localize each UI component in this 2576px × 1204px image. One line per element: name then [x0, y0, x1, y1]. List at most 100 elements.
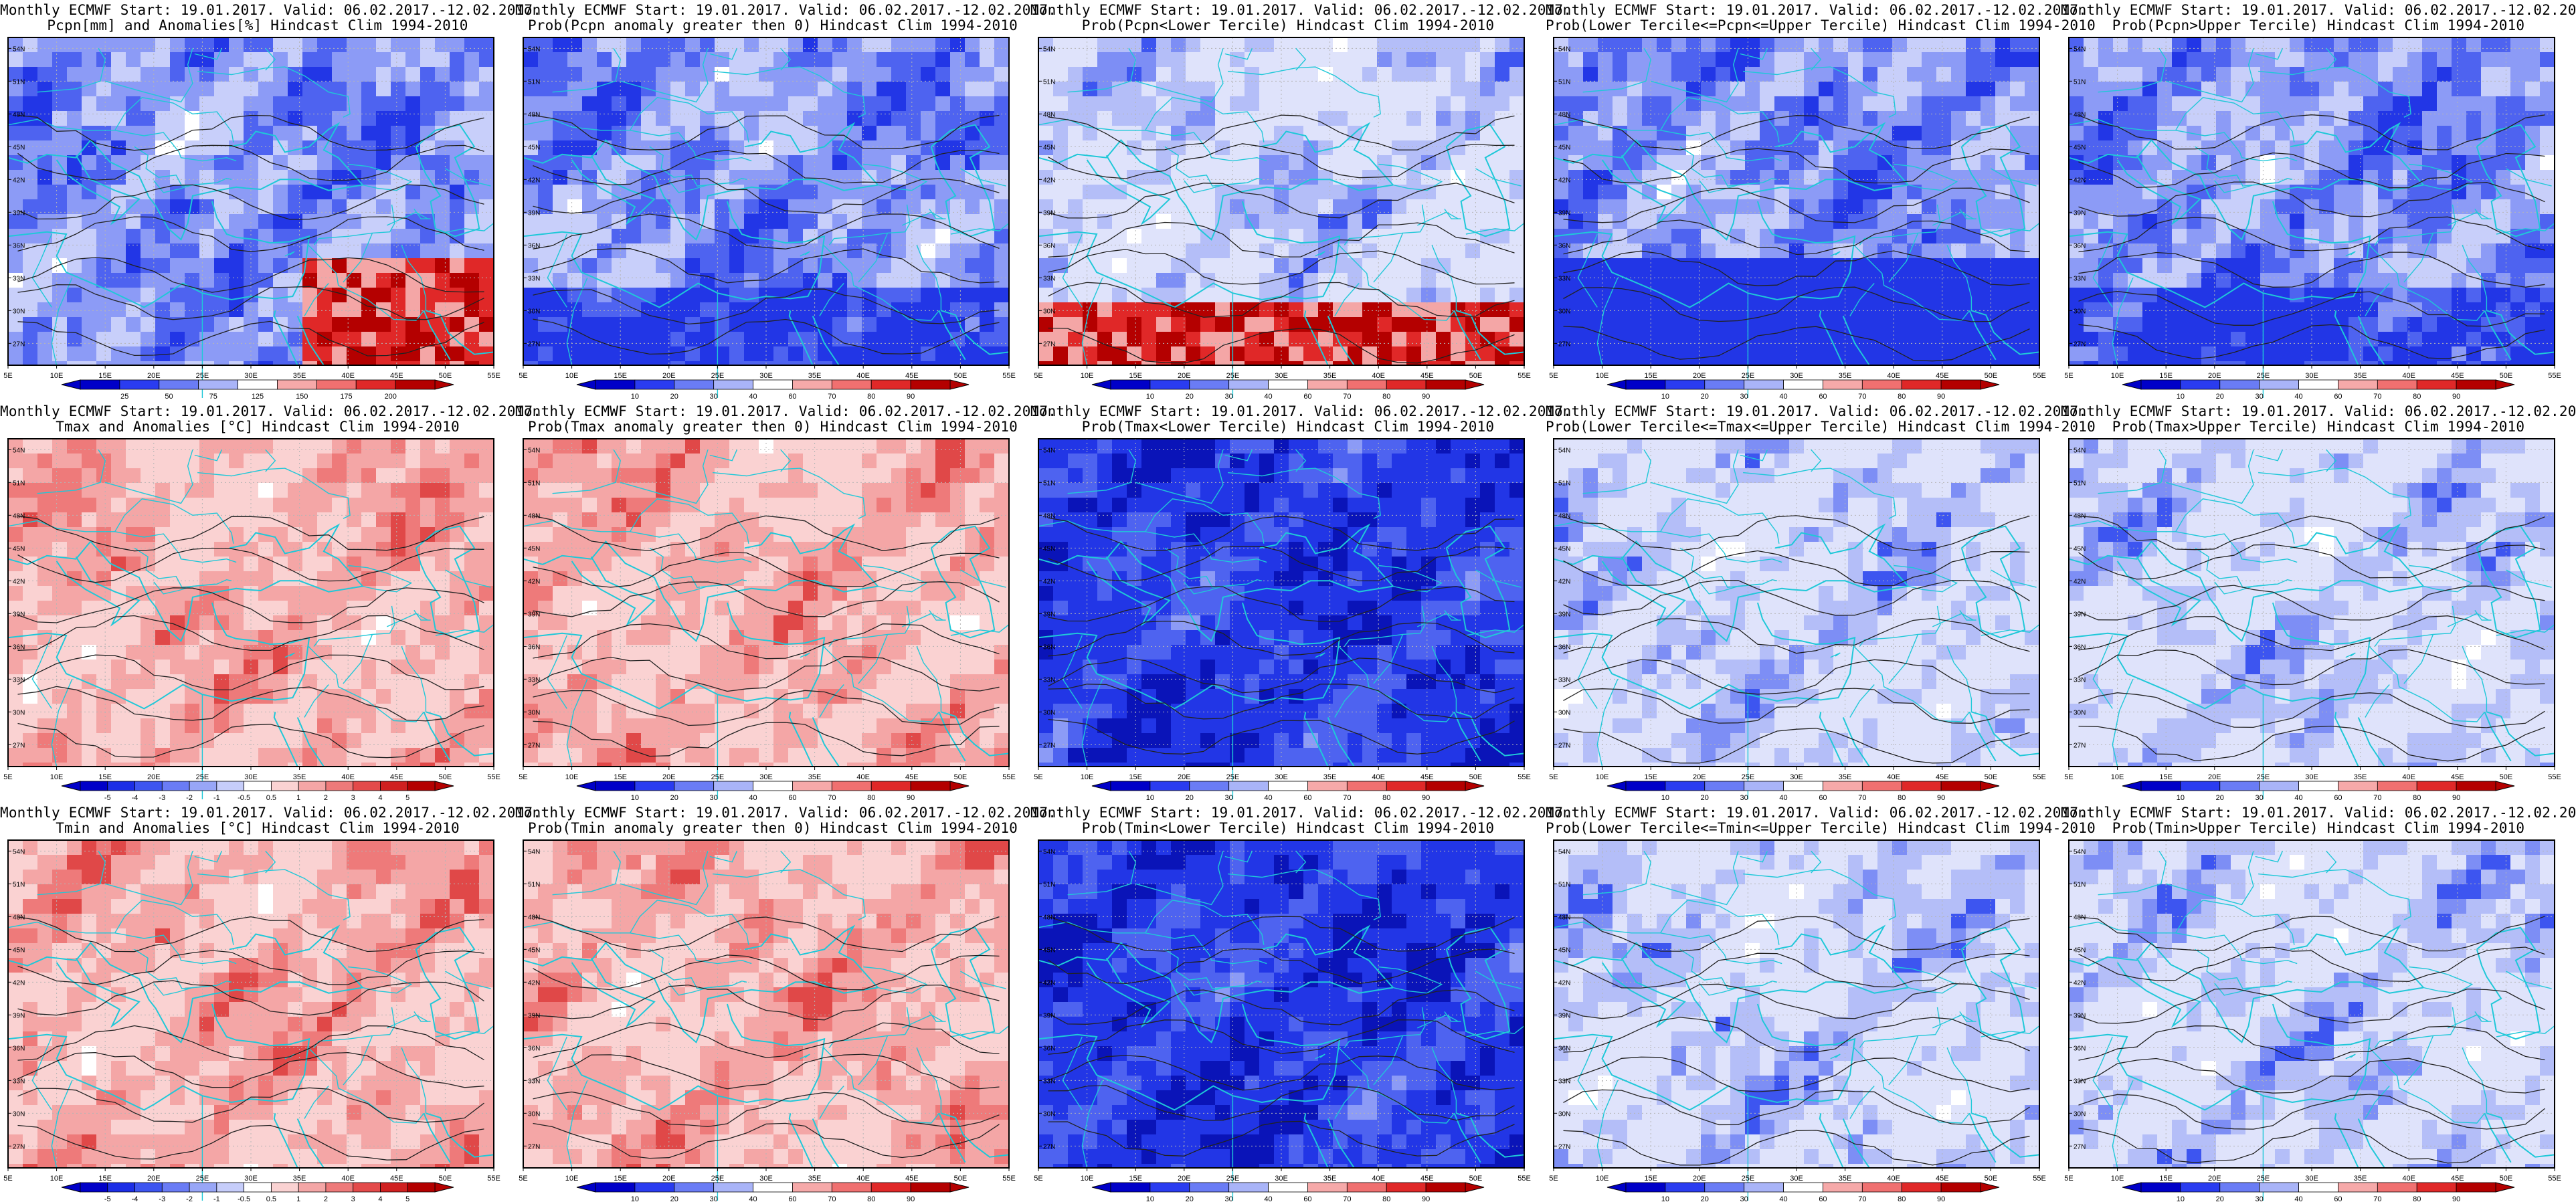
coastline [229, 122, 363, 186]
field-cell [405, 454, 421, 469]
field-cell [2084, 229, 2099, 244]
field-cell [847, 302, 862, 318]
field-cell [23, 645, 38, 660]
field-cell [2128, 229, 2143, 244]
field-cell [435, 483, 450, 498]
field-cell [2290, 170, 2305, 185]
field-cell [1436, 96, 1451, 112]
field-cell [1789, 96, 1805, 112]
field-cell [52, 557, 68, 572]
field-cell [1833, 214, 1849, 229]
field-cell [1701, 332, 1716, 347]
field-cell [376, 258, 391, 274]
field-cell [2231, 185, 2246, 200]
field-cell [950, 199, 965, 215]
field-cell [1554, 185, 1569, 200]
field-cell [2098, 126, 2114, 141]
field-cell [582, 361, 597, 365]
field-cell [2378, 214, 2393, 229]
field-cell [729, 243, 745, 259]
colorbar-swatch [2456, 379, 2496, 390]
field-cell [1127, 155, 1142, 171]
field-cell [2452, 170, 2467, 185]
field-cell [1303, 140, 1319, 156]
field-cell [317, 557, 333, 572]
field-cell [2363, 361, 2379, 365]
field-cell [1509, 332, 1524, 347]
field-cell [700, 140, 715, 156]
field-cell [185, 527, 200, 542]
field-cell [2172, 140, 2187, 156]
field-cell [832, 346, 848, 362]
field-cell [950, 52, 965, 68]
field-cell [2084, 126, 2099, 141]
field-cell [2363, 52, 2379, 68]
field-cell [214, 126, 229, 141]
field-cell [2422, 82, 2437, 97]
field-cell [332, 645, 347, 660]
field-cell [2319, 302, 2334, 318]
field-cell [2128, 273, 2143, 288]
field-cell [82, 615, 97, 631]
field-cell [376, 542, 391, 557]
field-cell [2275, 96, 2290, 112]
field-cell [626, 140, 642, 156]
field-cell [302, 346, 318, 362]
field-cell [1451, 214, 1466, 229]
field-cell [2437, 332, 2452, 347]
field-cell [450, 52, 465, 68]
field-cell [479, 615, 494, 631]
field-cell [1289, 229, 1304, 244]
field-cell [1863, 111, 1878, 126]
field-cell [1642, 170, 1657, 185]
field-cell [1215, 332, 1230, 347]
field-cell [1598, 243, 1613, 259]
field-cell [803, 185, 818, 200]
field-cell [553, 346, 568, 362]
field-cell [2437, 155, 2452, 171]
field-cell [950, 258, 965, 274]
field-cell [1671, 199, 1687, 215]
field-cell [2245, 346, 2261, 362]
field-cell [450, 586, 465, 601]
field-cell [1318, 126, 1333, 141]
field-cell [1774, 214, 1790, 229]
field-cell [52, 82, 68, 97]
field-cell [935, 82, 951, 97]
field-cell [818, 317, 833, 332]
field-cell [1480, 52, 1495, 68]
field-cell [567, 155, 583, 171]
field-cell [52, 126, 68, 141]
coastline [2068, 138, 2424, 241]
field-cell [126, 557, 141, 572]
field-cell [1465, 199, 1481, 215]
field-cell [1465, 96, 1481, 112]
field-cell [170, 454, 185, 469]
field-cell [376, 468, 391, 484]
field-cell [479, 346, 494, 362]
field-cell [832, 37, 848, 53]
field-cell [877, 317, 892, 332]
country-border [1699, 180, 1761, 193]
field-cell [1421, 185, 1437, 200]
field-cell [2069, 140, 2084, 156]
coastline [423, 310, 451, 361]
field-cell [788, 346, 804, 362]
field-cell [1068, 199, 1083, 215]
field-cell [332, 170, 347, 185]
field-cell [2069, 317, 2084, 332]
coastline [1327, 316, 1355, 366]
field-cell [126, 96, 141, 112]
field-cell [376, 645, 391, 660]
field-cell [1289, 199, 1304, 215]
field-cell [391, 498, 406, 513]
field-cell [8, 361, 23, 365]
field-cell [37, 512, 53, 528]
field-cell [96, 498, 112, 513]
field-cell [1583, 82, 1598, 97]
field-cell [626, 126, 642, 141]
field-cell [52, 96, 68, 112]
field-cell [1819, 185, 1834, 200]
field-cell [2510, 317, 2526, 332]
field-cell [891, 52, 907, 68]
